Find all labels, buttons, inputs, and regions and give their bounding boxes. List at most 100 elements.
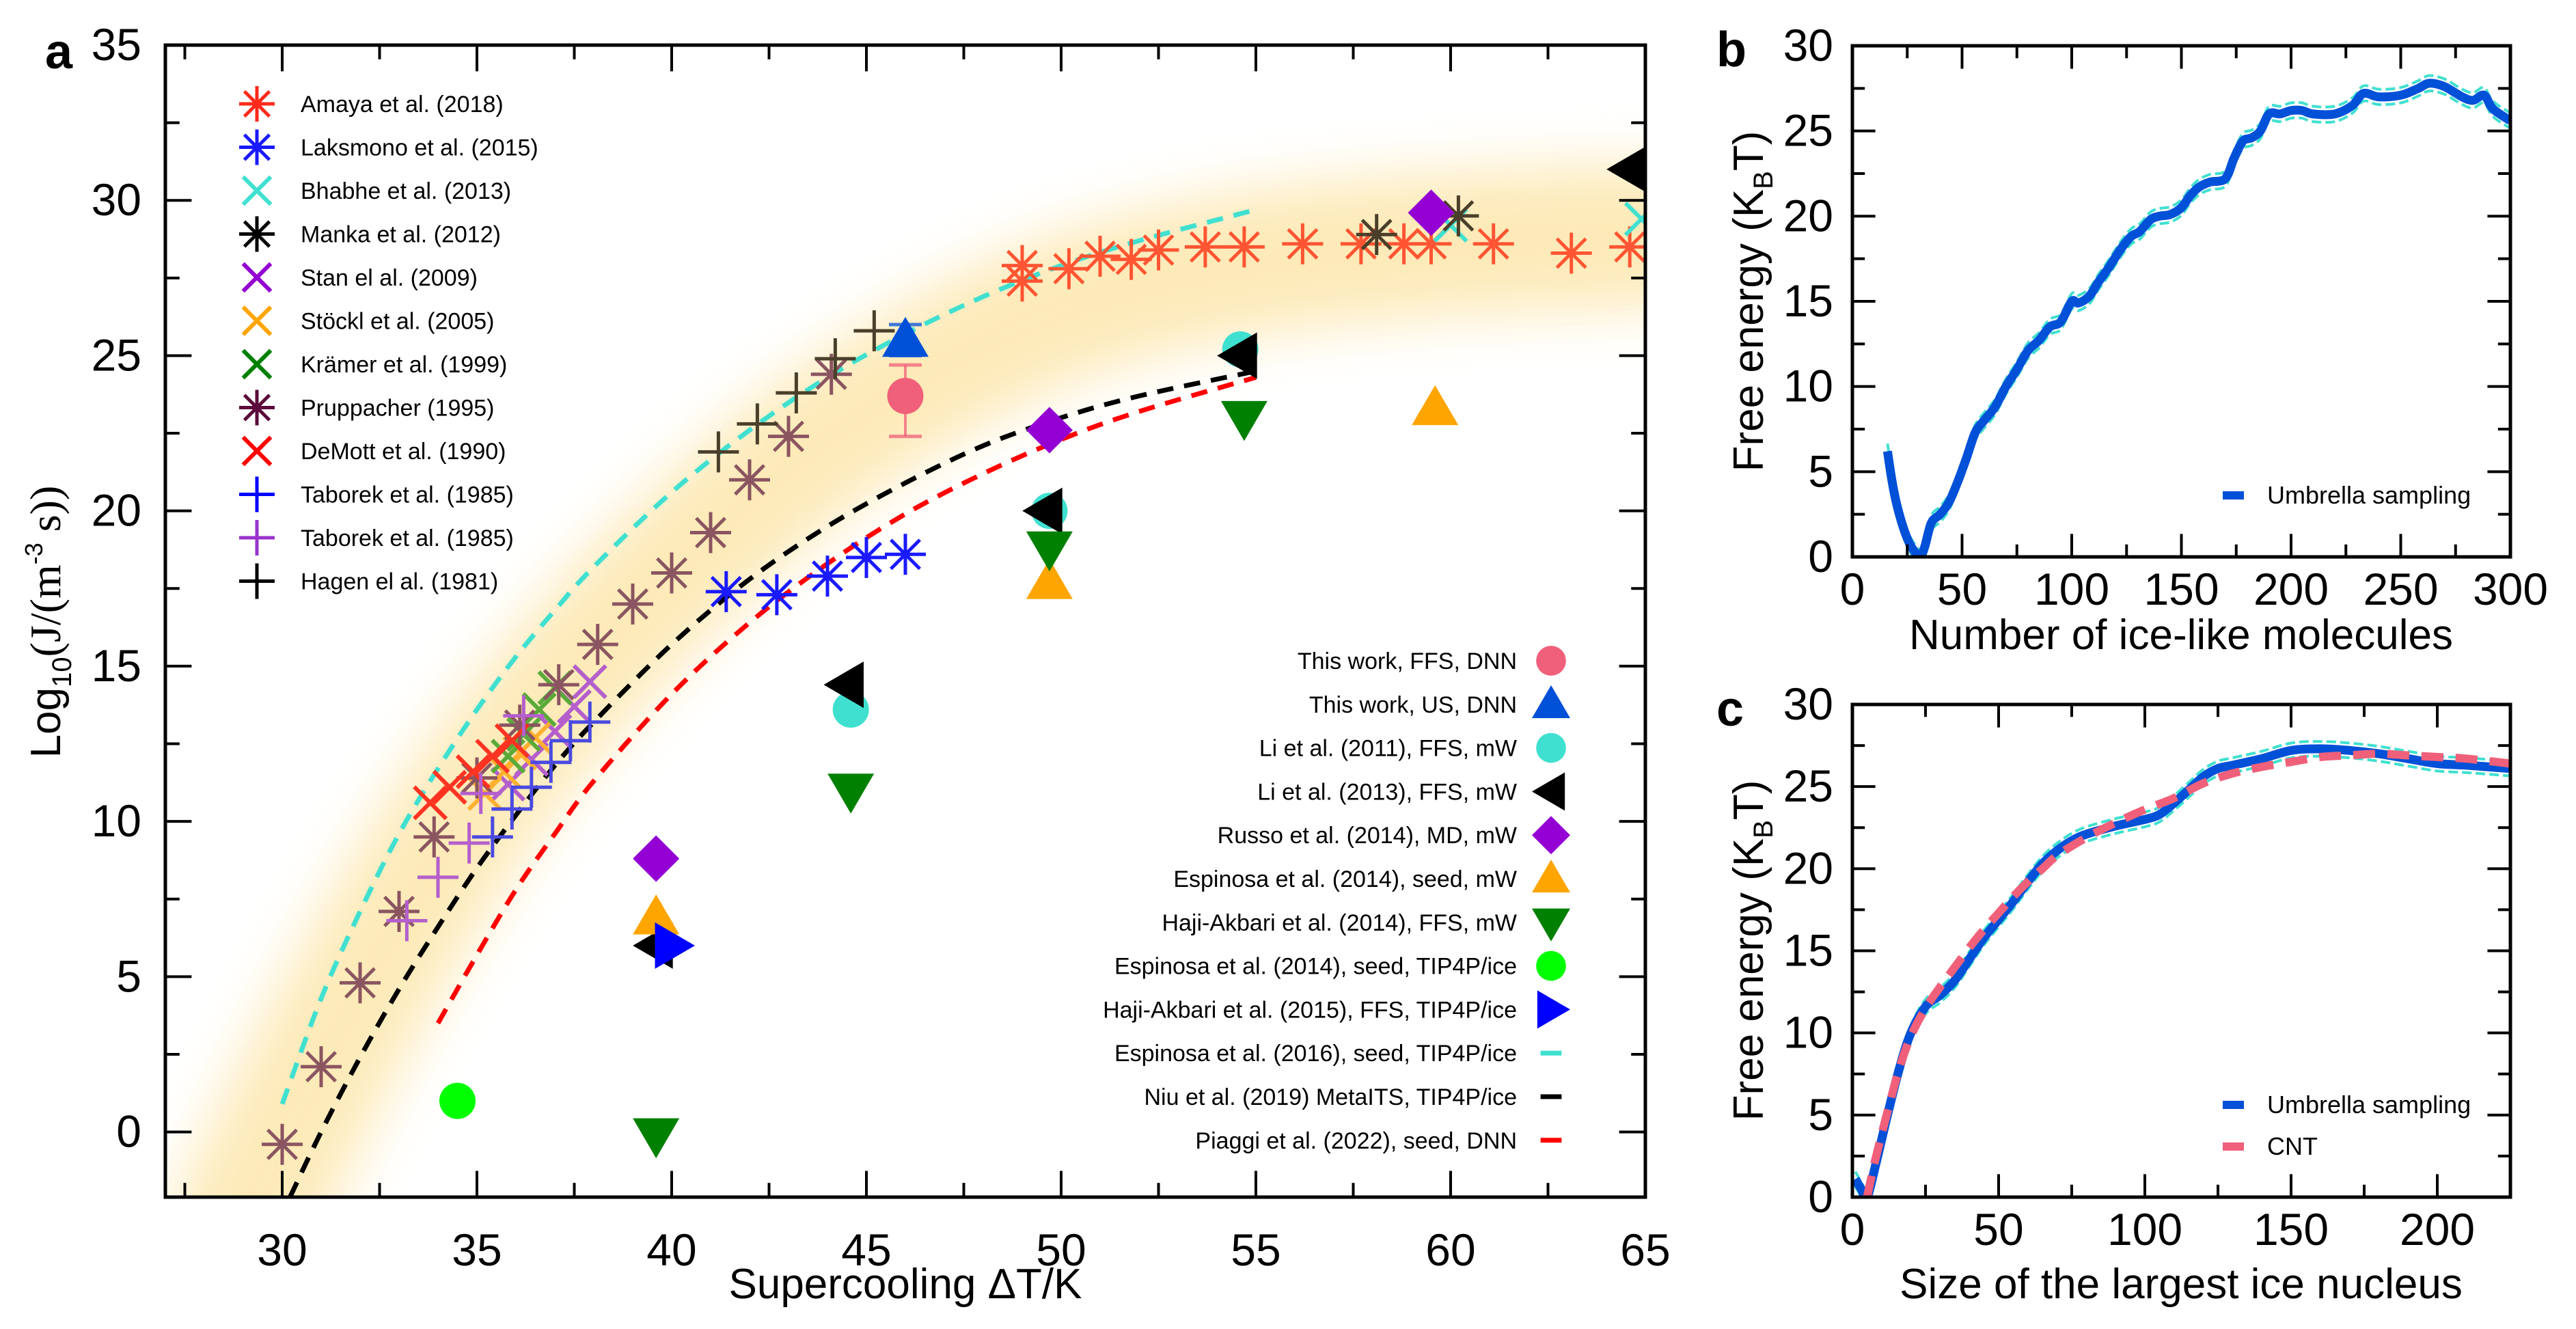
legend-marker <box>1536 732 1566 763</box>
legend-item-li-et-al-2013-ffs-mw: Li et al. (2013), FFS, mW <box>1257 772 1565 811</box>
y-tick-label: 30 <box>92 174 141 225</box>
simulation-curves <box>279 207 1257 1197</box>
legend-item-cnt: CNT <box>2223 1132 2318 1160</box>
legend-marker <box>241 435 273 467</box>
series-amaya-et-al-2018 <box>1002 223 1645 302</box>
series-laksmono-et-al-2015 <box>705 534 926 616</box>
x-tick-label: 0 <box>1840 1204 1865 1255</box>
x-tick-label: 200 <box>2253 564 2329 614</box>
legend-label: Umbrella sampling <box>2267 481 2471 509</box>
x-tick-label: 250 <box>2363 564 2438 614</box>
data-point <box>853 310 895 352</box>
data-point <box>577 624 618 666</box>
y-tick-label: 15 <box>92 640 141 691</box>
y-tick-label: 5 <box>116 950 141 1001</box>
data-point <box>549 720 591 761</box>
legend-label: Amaya et al. (2018) <box>301 92 504 118</box>
series-haji-akbari-et-al-2015-ffs-tip4p-ice <box>655 922 695 969</box>
x-tick-label: 0 <box>1840 564 1865 614</box>
x-tick-label: 40 <box>646 1224 696 1275</box>
data-point <box>386 900 428 942</box>
data-point <box>655 922 695 969</box>
y-tick-label: 25 <box>1783 105 1833 156</box>
legend-label: Piaggi et al. (2022), seed, DNN <box>1195 1128 1517 1154</box>
data-point <box>460 773 502 814</box>
data-point <box>633 1118 680 1159</box>
x-axis-label-b: Number of ice-like molecules <box>1909 612 2453 659</box>
data-point <box>1048 248 1090 290</box>
panel-b: b 0 50 100 150 200 250 300 0 5 10 15 20 25 30 Number … <box>1716 20 2548 659</box>
data-point <box>1412 385 1459 426</box>
y-tick-label: 20 <box>1783 190 1833 241</box>
data-point <box>1022 487 1063 534</box>
data-point <box>530 741 572 783</box>
x-tick-label: 30 <box>257 1224 307 1275</box>
data-point <box>1550 232 1592 274</box>
legend-label: Bhabhe et al. (2013) <box>301 178 511 204</box>
legend-label: Haji-Akbari et al. (2014), FFS, mW <box>1162 910 1517 936</box>
legend-label: Umbrella sampling <box>2267 1091 2471 1119</box>
data-point <box>823 661 864 709</box>
data-points <box>262 146 1645 1165</box>
axis-ticks-b <box>1851 44 2512 558</box>
y-tick-label: 10 <box>92 795 141 846</box>
y-tick-label: 25 <box>1783 761 1833 811</box>
data-point <box>455 754 491 789</box>
legend-item-li-et-al-2011-ffs-mw: Li et al. (2011), FFS, mW <box>1259 732 1566 763</box>
plot-frame-c <box>1850 702 2512 1199</box>
y-tick-label: 5 <box>1808 446 1833 496</box>
y-tick-label: 10 <box>1783 1007 1833 1058</box>
y-axis-label-a: Log10(J/(m-3 s)) <box>20 486 77 758</box>
series-this-work-us-dnn <box>882 316 929 357</box>
data-point <box>413 785 448 821</box>
experimental-range-band <box>178 164 1645 1197</box>
data-point <box>262 1123 303 1165</box>
legend-item-this-work-ffs-dnn: This work, FFS, DNN <box>1298 646 1566 676</box>
x-tick-label: 50 <box>1973 1204 2023 1255</box>
y-tick-label: 5 <box>1808 1089 1833 1140</box>
tick-labels-a: 30 35 40 45 50 55 60 65 0 5 10 15 20 25 30 35 <box>92 19 1671 1275</box>
legend-item-espinosa-et-al-2014-seed-tip4p-ice: Espinosa et al. (2014), seed, TIP4P/ice <box>1114 950 1566 981</box>
x-tick-label: 35 <box>452 1224 502 1275</box>
legend-marker <box>239 520 275 556</box>
legend-marker <box>239 86 275 122</box>
legend-label: Russo et al. (2014), MD, mW <box>1218 823 1517 849</box>
data-point <box>432 769 467 805</box>
legend-item-amaya-et-al-2018: Amaya et al. (2018) <box>239 86 504 122</box>
panel-letter-b: b <box>1716 23 1746 77</box>
legend-label: Li et al. (2011), FFS, mW <box>1259 736 1517 762</box>
data-point <box>1184 226 1226 268</box>
data-point <box>1606 146 1645 192</box>
data-point <box>491 788 533 830</box>
data-point <box>1623 201 1645 237</box>
free-energy-curves-c <box>1852 740 2510 1197</box>
y-axis-label-b: Free energy (KBT) <box>1725 131 1779 472</box>
y-axis-label-c: Free energy (KBT) <box>1725 780 1779 1121</box>
legend-label: Li et al. (2013), FFS, mW <box>1257 779 1517 805</box>
y-tick-label: 0 <box>1808 531 1833 581</box>
x-tick-label: 50 <box>1937 564 1987 614</box>
data-point <box>633 894 680 935</box>
y-tick-label: 0 <box>116 1106 141 1157</box>
data-point <box>1217 332 1257 379</box>
data-point <box>538 664 579 706</box>
series-this-work-ffs-dnn <box>887 363 924 439</box>
data-point <box>510 767 552 808</box>
series-haji-akbari-et-al-2014-ffs-mw <box>633 400 1268 1159</box>
y-tick-label: 10 <box>1783 361 1833 411</box>
y-tick-label: 25 <box>92 329 141 380</box>
legend-marker <box>1532 860 1570 893</box>
line-espinosa-et-al-2016-seed-tip4p-ice <box>279 207 1257 1105</box>
x-tick-label: 50 <box>1036 1224 1086 1275</box>
legend-marker <box>239 129 275 165</box>
data-point <box>810 353 852 395</box>
panel-letter-c: c <box>1716 682 1744 737</box>
legend-marker <box>1532 816 1570 855</box>
legend-label: Manka et al. (2012) <box>301 222 501 248</box>
legend-item-this-work-us-dnn: This work, US, DNN <box>1309 685 1570 718</box>
series-russo-et-al-2014-md-mw <box>633 189 1455 882</box>
data-point <box>1356 214 1397 256</box>
legend-marker <box>241 305 273 336</box>
legend-experimental: Amaya et al. (2018) Laksmono et al. (2015… <box>239 86 538 599</box>
